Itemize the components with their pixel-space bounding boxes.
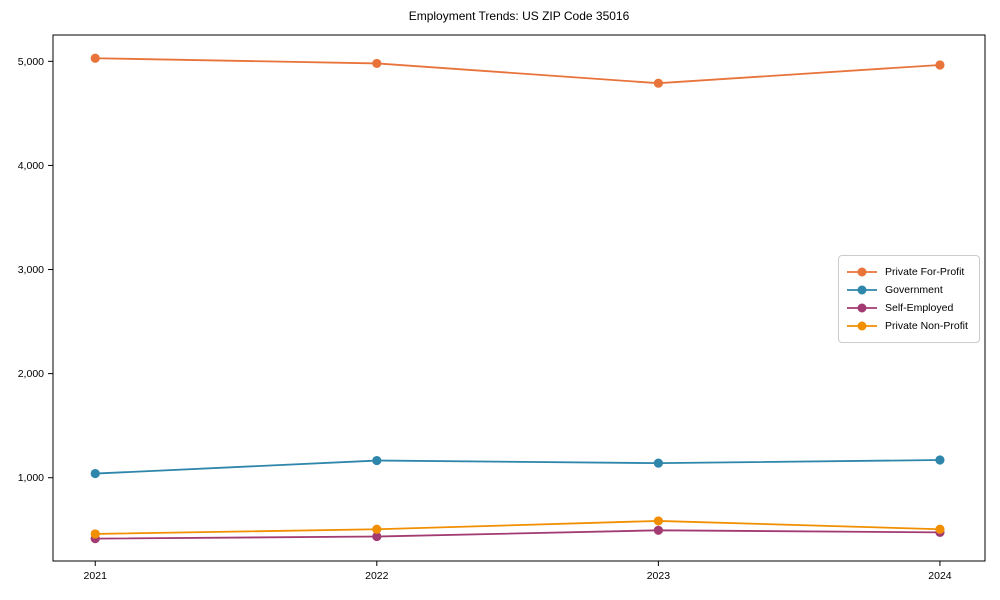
plot-border	[52, 34, 986, 562]
legend-item-government: Government	[847, 281, 971, 299]
legend-item-label: Self-Employed	[885, 302, 954, 314]
legend-item-private-for-profit: Private For-Profit	[847, 263, 971, 281]
data-point-private-non-profit	[90, 529, 100, 539]
legend-swatch-private-for-profit	[847, 267, 877, 277]
data-point-private-for-profit	[372, 58, 382, 69]
data-point-self-employed	[653, 525, 663, 535]
data-point-government	[372, 455, 382, 466]
series-line-government	[95, 459, 940, 475]
data-point-government	[90, 468, 100, 479]
y-axis-tick-label: 1,000	[18, 472, 44, 484]
chart-title: Employment Trends: US ZIP Code 35016	[408, 9, 630, 23]
y-axis-tick-label: 5,000	[18, 56, 44, 68]
x-axis-tick-label: 2021	[84, 570, 108, 582]
legend: Private For-Profit Government Self-Employe…	[838, 255, 980, 343]
data-point-private-non-profit	[935, 524, 945, 534]
legend-item-self-employed: Self-Employed	[847, 299, 971, 317]
y-axis-tick-label: 2,000	[18, 368, 44, 380]
y-axis-tick-label: 4,000	[18, 160, 44, 172]
legend-item-label: Private For-Profit	[885, 266, 965, 278]
x-axis-tick-label: 2022	[365, 570, 389, 582]
series-line-private-non-profit	[95, 520, 940, 535]
legend-swatch-government	[847, 285, 877, 295]
data-point-government	[935, 455, 945, 465]
data-point-government	[653, 458, 663, 468]
x-axis-tick-label: 2023	[647, 570, 671, 582]
x-axis-tick-label: 2024	[928, 570, 952, 582]
data-point-private-non-profit	[372, 524, 382, 534]
series-line-self-employed	[95, 529, 940, 540]
y-axis-tick-label: 3,000	[18, 264, 44, 276]
legend-swatch-self-employed	[847, 303, 877, 313]
legend-item-label: Private Non-Profit	[885, 320, 968, 332]
data-point-private-non-profit	[653, 516, 663, 526]
data-point-private-for-profit	[935, 60, 945, 70]
legend-swatch-private-non-profit	[847, 321, 877, 331]
legend-item-private-non-profit: Private Non-Profit	[847, 317, 971, 335]
series-line-private-for-profit	[95, 57, 941, 85]
data-point-private-for-profit	[90, 53, 100, 63]
data-point-self-employed	[372, 531, 382, 542]
data-point-private-for-profit	[653, 78, 663, 88]
legend-item-label: Government	[885, 284, 943, 296]
